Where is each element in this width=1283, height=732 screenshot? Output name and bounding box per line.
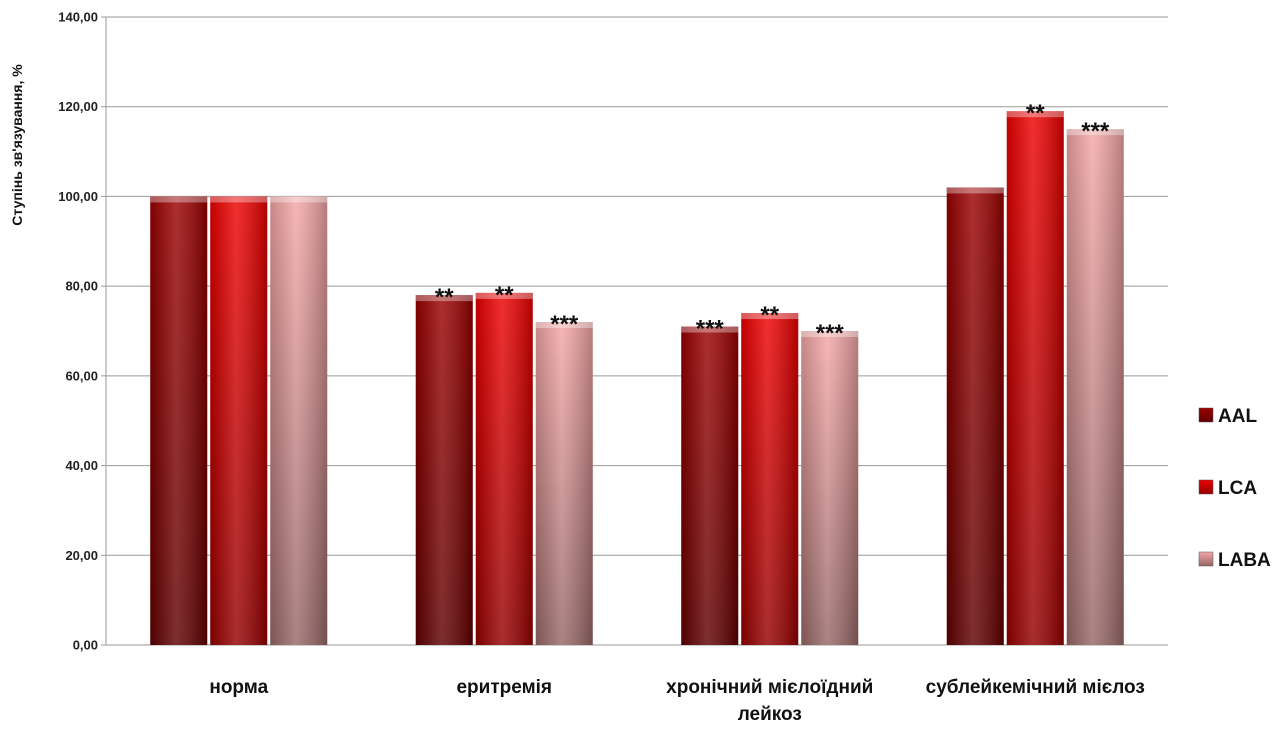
- bar-shading: [535, 322, 593, 645]
- significance-marker: ***: [816, 320, 845, 347]
- bar-shading: [210, 196, 268, 645]
- bar-shading: [415, 295, 473, 645]
- y-tick-label: 80,00: [65, 279, 98, 294]
- bar-shading: [1006, 111, 1064, 645]
- legend-label: AAL: [1218, 406, 1257, 427]
- bar-cap: [681, 326, 739, 333]
- significance-marker: **: [760, 302, 779, 329]
- bar-cap: [415, 295, 473, 302]
- category-label: сублейкемічний мієлоз: [926, 677, 1145, 698]
- legend-label: LABA: [1218, 550, 1271, 571]
- bar-shading: [741, 313, 799, 645]
- category-label: еритремія: [456, 677, 552, 698]
- category-label: норма: [209, 677, 268, 698]
- significance-marker: **: [495, 282, 514, 309]
- category-label: лейкоз: [738, 704, 802, 725]
- y-tick-label: 0,00: [73, 638, 98, 653]
- legend-swatch-aal: [1198, 407, 1214, 423]
- legend-label: LCA: [1218, 478, 1257, 499]
- legend-swatch-laba: [1198, 551, 1214, 567]
- y-tick-label: 120,00: [58, 99, 98, 114]
- category-label: хронічний мієлоїдний: [666, 677, 873, 698]
- significance-marker: **: [435, 284, 454, 311]
- y-tick-label: 20,00: [65, 548, 98, 563]
- bar-series: [150, 111, 1124, 646]
- y-axis-ticks: 0,00 20,00 40,00 60,00 80,00 100,00 120,00 140,…: [58, 10, 98, 653]
- bar-cap: [150, 196, 208, 203]
- significance-markers: ** ***** *** **********: [435, 100, 1110, 347]
- bar-cap: [535, 322, 593, 329]
- bar-cap: [1006, 111, 1064, 118]
- bar-shading: [475, 292, 533, 645]
- bar-cap: [946, 187, 1004, 194]
- significance-marker: ***: [550, 311, 579, 338]
- y-tick-label: 100,00: [58, 189, 98, 204]
- bar-cap: [210, 196, 268, 203]
- bar-cap: [475, 292, 533, 299]
- bar-cap: [741, 313, 799, 320]
- bar-shading: [150, 196, 208, 645]
- y-tick-label: 140,00: [58, 10, 98, 25]
- y-tick-label: 60,00: [65, 368, 98, 383]
- significance-marker: ***: [1081, 118, 1110, 145]
- y-axis-label: Ступінь зв'язування, %: [9, 64, 25, 226]
- bar-shading: [681, 326, 739, 645]
- significance-marker: ***: [696, 316, 725, 343]
- legend-swatch-lca: [1198, 479, 1214, 495]
- bar-shading: [270, 196, 328, 645]
- y-tick-label: 40,00: [65, 458, 98, 473]
- bar-shading: [1066, 129, 1124, 646]
- bar-shading: [801, 331, 859, 645]
- x-axis-categories: норма еритремія хронічний мієлоїдний лейкоз…: [209, 677, 1145, 725]
- legend: AAL LCA LABA: [1198, 406, 1271, 571]
- bar-cap: [270, 196, 328, 203]
- bar-cap: [801, 331, 859, 337]
- significance-marker: **: [1026, 100, 1045, 127]
- bar-cap: [1066, 129, 1124, 136]
- bar-shading: [946, 187, 1004, 645]
